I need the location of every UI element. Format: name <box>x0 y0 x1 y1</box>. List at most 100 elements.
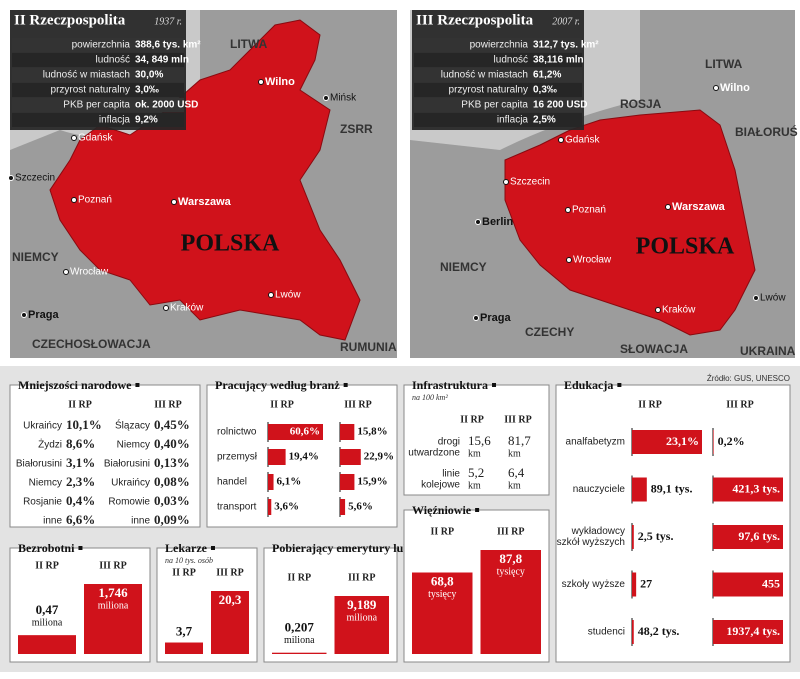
city-label: Lwów <box>760 293 786 304</box>
minority-name: Romowie <box>108 497 150 508</box>
city-dot <box>21 312 27 318</box>
row-value: 6,4 <box>508 465 525 480</box>
panel <box>206 384 398 528</box>
city-dot <box>323 95 329 101</box>
map-year: 1937 r. <box>154 16 182 27</box>
panel-title: Infrastruktura <box>412 378 488 392</box>
bar <box>632 572 637 597</box>
column-header: II RP <box>638 399 662 410</box>
minority-value: 6,6% <box>66 512 95 527</box>
map-title: III Rzeczpospolita <box>416 12 534 28</box>
bar-value-label: 2,5 tys. <box>638 529 674 543</box>
country-label: SŁOWACJA <box>620 342 688 356</box>
city-dot <box>473 315 479 321</box>
source: Źródło: GUS, UNESCO <box>707 374 790 383</box>
stat-value: 34, 849 mln <box>135 55 189 66</box>
category-label: analfabetyzm <box>566 437 625 448</box>
category-label: handel <box>217 477 247 488</box>
stat-value: 3,0‰ <box>135 85 159 96</box>
country-label: BIAŁORUŚ <box>735 124 798 139</box>
city-label: Szczecin <box>15 173 55 184</box>
city-label: Warszawa <box>672 201 726 213</box>
bar-value-label: 19,4% <box>289 451 319 463</box>
city-label: Warszawa <box>178 196 232 208</box>
bar-value-label: 0,47 <box>36 602 59 617</box>
row-label: utwardzone <box>408 448 460 459</box>
bar <box>340 424 355 440</box>
bar <box>713 477 783 502</box>
column-header: III RP <box>344 399 372 410</box>
city-dot <box>71 135 77 141</box>
row-unit: km <box>508 448 521 459</box>
map-year: 2007 r. <box>552 16 580 27</box>
minority-name: Ślązacy <box>115 419 150 432</box>
stats-row <box>414 68 582 82</box>
column-header: II RP <box>270 399 294 410</box>
bar-value-label: 1937,4 tys. <box>726 624 780 638</box>
minority-value: 2,3% <box>66 474 95 489</box>
bar <box>165 642 203 654</box>
category-label: studenci <box>588 627 625 638</box>
panel-title: Edukacja <box>564 378 613 392</box>
row-unit: km <box>508 480 521 491</box>
minority-name: Ukraińcy <box>23 421 62 432</box>
minority-value: 0,4% <box>66 493 95 508</box>
category-label: szkół wyższych <box>557 537 625 548</box>
minority-name: Żydzi <box>38 438 62 451</box>
poland-1937 <box>49 19 361 341</box>
city-label: Praga <box>28 309 59 321</box>
stat-label: PKB per capita <box>461 100 528 111</box>
city-dot <box>171 199 177 205</box>
column-header: II RP <box>35 560 59 571</box>
bar-value-label: 0,2% <box>718 434 745 448</box>
country-label: CZECHY <box>525 325 574 339</box>
column-header: II RP <box>172 567 196 578</box>
bar-unit-label: tysięcy <box>497 566 525 577</box>
title-marker <box>617 383 622 387</box>
city-dot <box>665 204 671 210</box>
column-header: II RP <box>430 526 454 537</box>
city-dot <box>753 295 759 301</box>
country-label: LITWA <box>230 37 268 51</box>
stat-label: powierzchnia <box>470 40 529 51</box>
city-label: Praga <box>480 312 511 324</box>
category-label: wykładowcy <box>571 526 625 537</box>
stats-row <box>414 53 582 67</box>
country-label: CZECHOSŁOWACJA <box>32 337 151 351</box>
city-label: Szczecin <box>510 177 550 188</box>
row-value: 5,2 <box>468 465 484 480</box>
bar <box>412 572 473 654</box>
bar-unit-label: tysięcy <box>428 589 456 600</box>
bar-value-label: 421,3 tys. <box>732 481 780 495</box>
city-dot <box>8 175 14 181</box>
stat-value: 16 200 USD <box>533 100 587 111</box>
title-marker <box>492 383 497 387</box>
bar <box>272 652 327 654</box>
minority-value: 0,09% <box>154 512 190 527</box>
column-header: III RP <box>504 414 532 425</box>
minority-value: 0,03% <box>154 493 190 508</box>
title-marker <box>210 546 215 550</box>
bar <box>713 620 783 644</box>
bar-unit-label: miliona <box>346 612 377 623</box>
minority-value: 0,08% <box>154 474 190 489</box>
title-marker <box>343 383 348 387</box>
panel <box>9 384 201 528</box>
category-label: nauczyciele <box>573 484 626 495</box>
panel <box>403 384 550 496</box>
category-label: przemysł <box>217 452 258 463</box>
city-label: Lwów <box>275 290 301 301</box>
bar <box>713 430 714 454</box>
column-header: II RP <box>287 572 311 583</box>
bar-value-label: 9,189 <box>347 597 377 612</box>
bar <box>334 596 389 654</box>
stat-label: inflacja <box>99 115 131 126</box>
bar-value-label: 89,1 tys. <box>651 481 693 495</box>
stat-label: powierzchnia <box>72 40 131 51</box>
column-header: III RP <box>348 572 376 583</box>
map-title: II Rzeczpospolita <box>14 12 126 28</box>
stat-label: PKB per capita <box>63 100 130 111</box>
minority-value: 3,1% <box>66 455 95 470</box>
minority-name: inne <box>131 516 150 527</box>
